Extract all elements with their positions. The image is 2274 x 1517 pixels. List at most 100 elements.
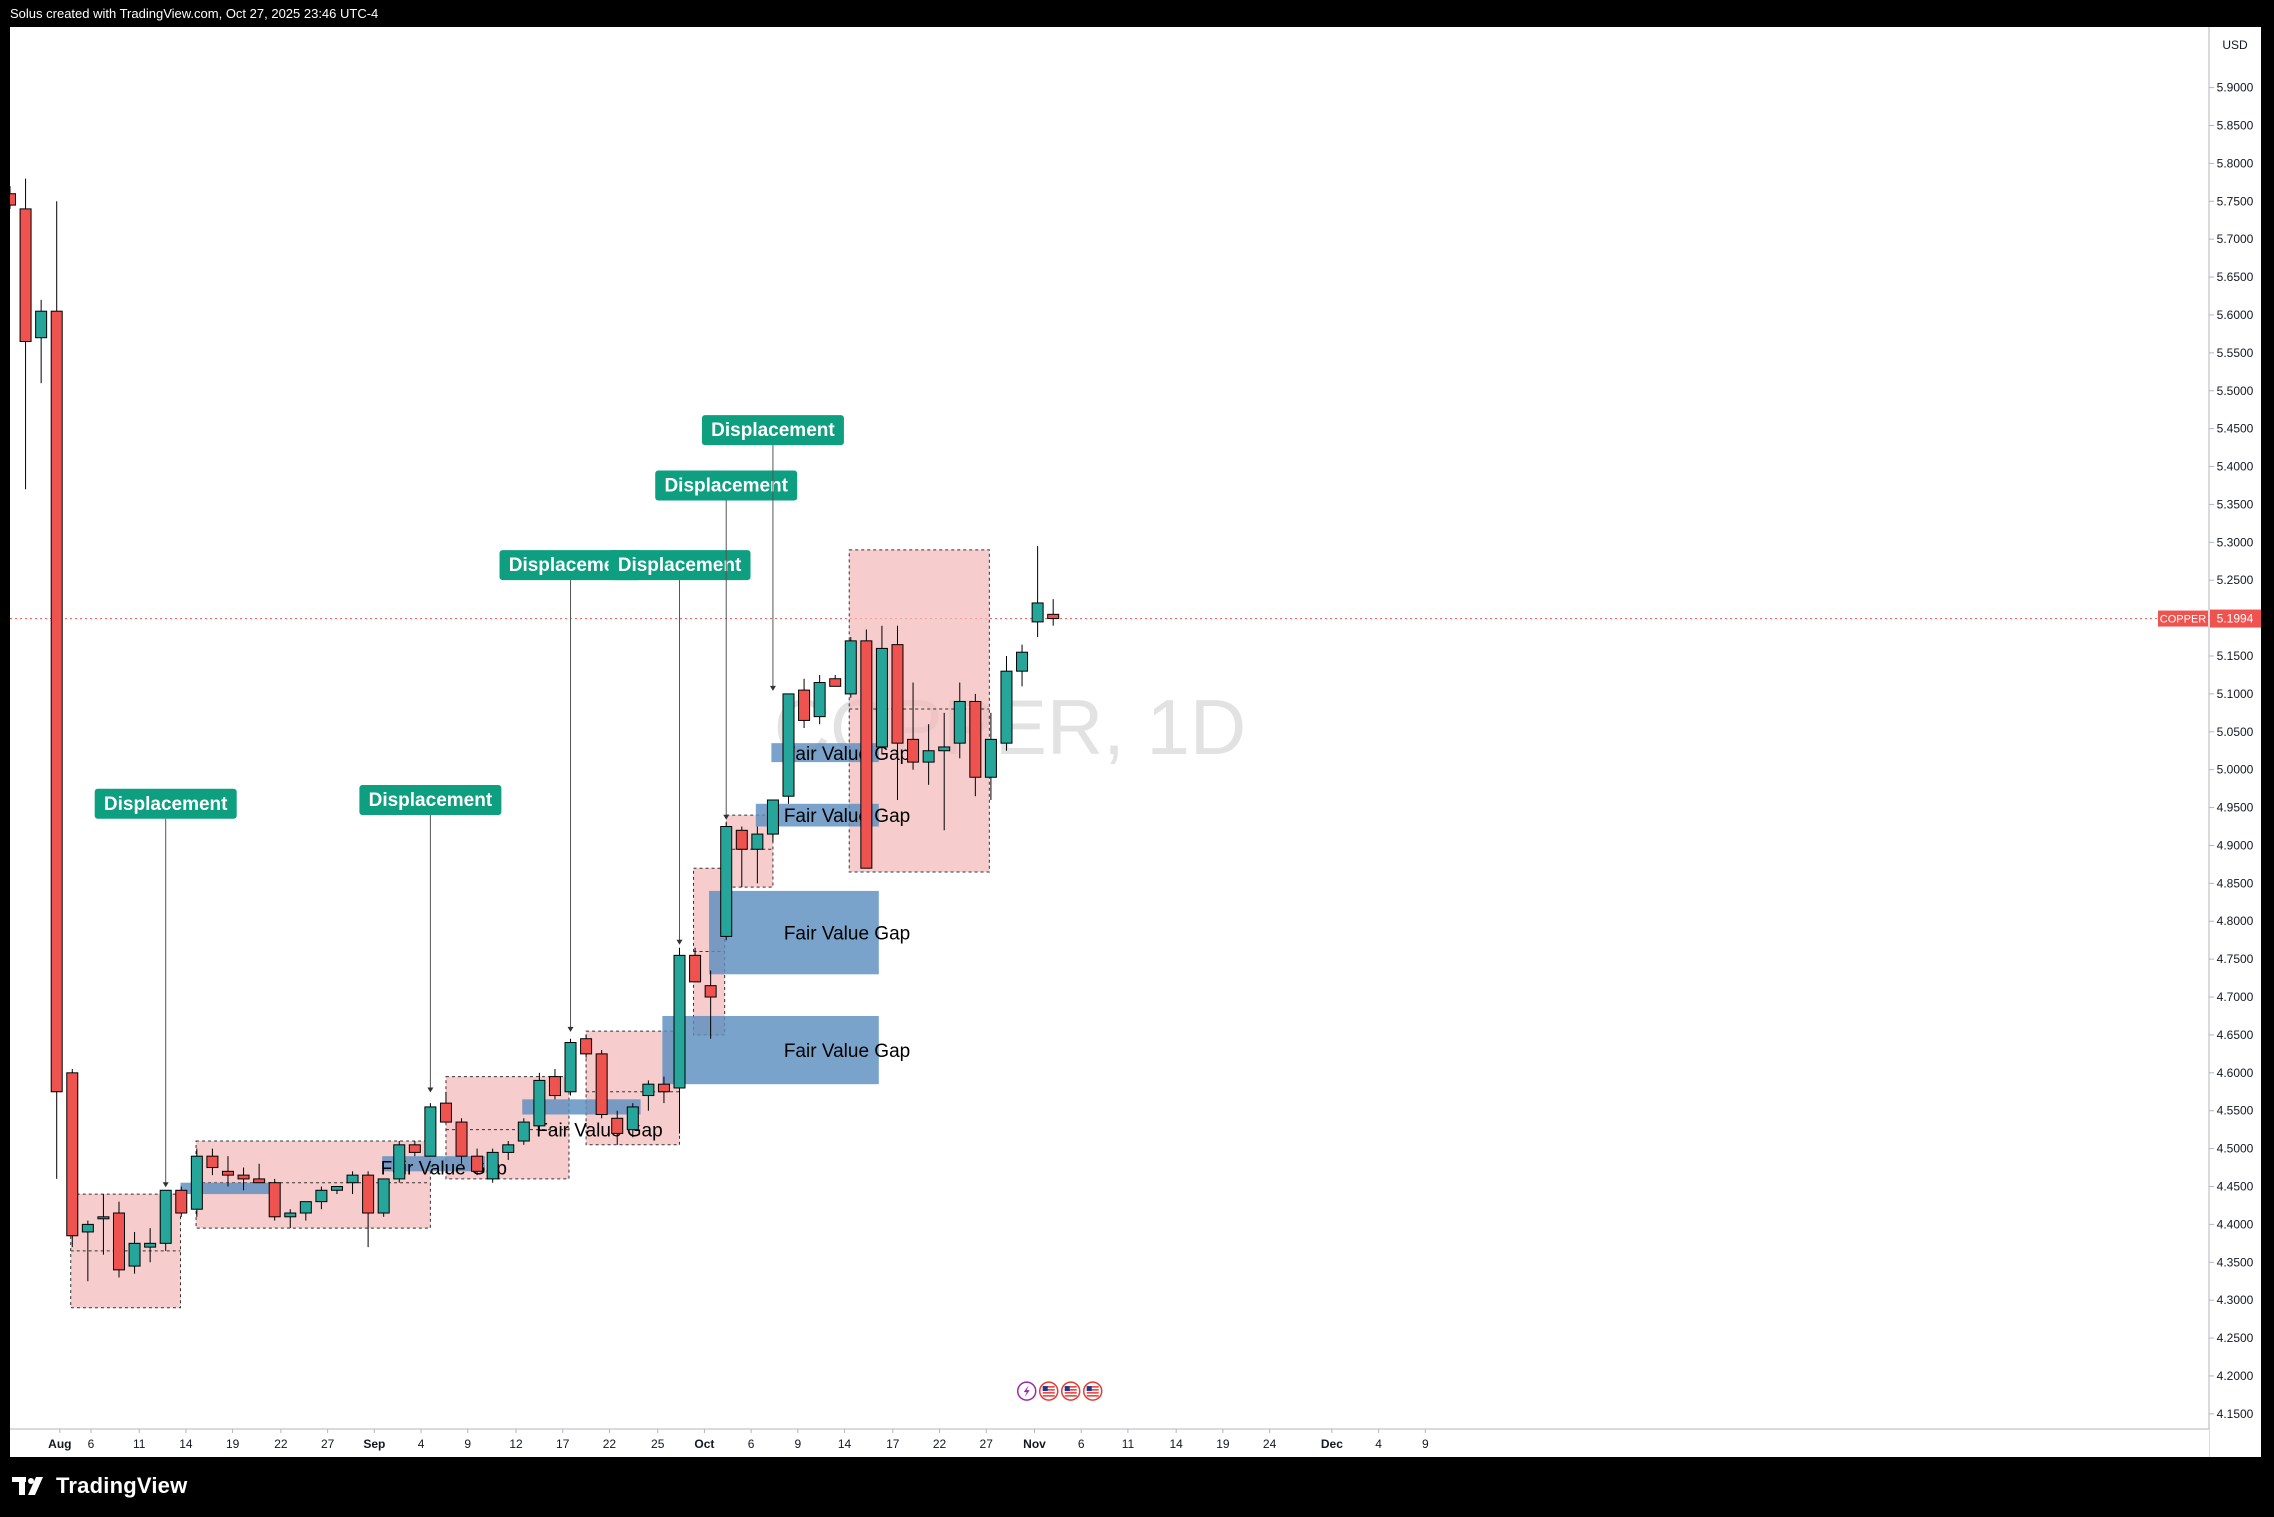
displacement-label: Displacement	[618, 555, 742, 576]
price-tick-label: 5.5000	[2217, 384, 2254, 398]
fair-value-gap-label: Fair Value Gap	[784, 806, 910, 827]
time-axis[interactable]: Aug 6 11 14 19 22 27 Sep 4 9 12 17 22 25 Oct 6 9 14 17 22 27…	[10, 1428, 2209, 1457]
time-tick-label: 14	[1170, 1437, 1184, 1451]
price-tick-label: 4.4500	[2217, 1179, 2254, 1193]
price-tick-label: 5.4500	[2217, 422, 2254, 436]
flag-canton	[1042, 1386, 1048, 1392]
bearish-candle	[580, 1038, 593, 1055]
price-tick-label: 5.1500	[2217, 649, 2254, 663]
candles	[4, 178, 1060, 1282]
time-tick-label: 9	[794, 1437, 801, 1451]
event-icon-ring	[1060, 1381, 1081, 1401]
time-tick-label: 4	[1375, 1437, 1382, 1451]
header-title: Solus created with TradingView.com, Oct …	[10, 6, 379, 21]
time-tick-label: 27	[321, 1437, 335, 1451]
fair-value-gap	[662, 1015, 879, 1085]
bullish-candle	[938, 746, 951, 752]
bullish-candle	[1016, 651, 1029, 672]
price-tick-label: 4.6500	[2217, 1028, 2254, 1042]
time-tick-label: 11	[1122, 1437, 1135, 1451]
time-tick-label: 22	[274, 1437, 288, 1451]
fair-value-gap-label: Fair Value Gap	[536, 1121, 662, 1142]
price-tick-label: 4.8000	[2217, 914, 2254, 928]
time-axis-ticks: Aug 6 11 14 19 22 27 Sep 4 9 12 17 22 25 Oct 6 9 14 17 22 27…	[48, 1429, 1429, 1451]
flag-stripe	[1064, 1395, 1077, 1397]
economic-event-icon[interactable]	[1082, 1381, 1103, 1401]
time-axis-background	[10, 1429, 2209, 1457]
flag-stripe	[1086, 1392, 1099, 1394]
fair-value-gap-label: Fair Value Gap	[784, 744, 910, 765]
bearish-candle	[362, 1174, 375, 1214]
displacement-pointer-arrow	[769, 685, 776, 691]
price-tick-label: 4.3000	[2217, 1293, 2254, 1307]
price-tick-label: 5.8500	[2217, 119, 2254, 133]
bullish-candle	[642, 1083, 655, 1097]
fair-value-gap	[180, 1182, 275, 1195]
bearish-candle	[969, 700, 982, 778]
price-tick-label: 5.7500	[2217, 194, 2254, 208]
bearish-candle	[1047, 613, 1060, 620]
flag-stripe	[1042, 1395, 1055, 1397]
price-tick-label: 5.7000	[2217, 232, 2254, 246]
bullish-candle	[377, 1178, 390, 1214]
price-tick-label: 4.9500	[2217, 801, 2254, 815]
economic-event-icon[interactable]	[1060, 1381, 1081, 1401]
bearish-candle	[907, 738, 920, 763]
bearish-candle	[221, 1170, 234, 1176]
displacement-label: Displacement	[509, 555, 633, 576]
price-tick-label: 5.3000	[2217, 535, 2254, 549]
displacement-badge	[499, 550, 642, 581]
bullish-candle	[1031, 602, 1044, 623]
displacement-label: Displacement	[104, 794, 228, 815]
tradingview-logo[interactable]: TradingView	[12, 1470, 187, 1502]
fair-value-gap	[522, 1099, 641, 1115]
bullish-candle	[159, 1189, 172, 1244]
bearish-candle	[657, 1083, 670, 1093]
price-tick-label: 5.0000	[2217, 763, 2254, 777]
time-tick-label: 6	[748, 1437, 755, 1451]
bullish-candle	[424, 1106, 437, 1157]
tradingview-logo-icon	[12, 1477, 43, 1495]
bearish-candle	[237, 1174, 250, 1180]
price-tick-label: 4.5500	[2217, 1104, 2254, 1118]
displacement-pointer-arrow	[162, 1182, 169, 1188]
flag-stripe	[1086, 1395, 1099, 1397]
event-icon-ring	[1038, 1381, 1059, 1401]
fair-value-gap	[771, 743, 879, 763]
fair-value-gaps: Fair Value Gap Fair Value Gap Fair Value G…	[180, 743, 910, 1195]
time-tick-label: 27	[980, 1437, 994, 1451]
bearish-candle	[268, 1182, 281, 1218]
price-tick-label: 4.4000	[2217, 1217, 2254, 1231]
earnings-event-icon[interactable]	[1016, 1381, 1037, 1401]
bullish-candle	[984, 738, 997, 778]
price-tick-label: 5.1000	[2217, 687, 2254, 701]
bullish-candle	[299, 1201, 312, 1214]
symbol-tag: COPPER	[2160, 614, 2207, 626]
price-tick-label: 5.9000	[2217, 81, 2254, 95]
event-icons[interactable]	[1016, 1381, 1103, 1401]
economic-event-icon[interactable]	[1038, 1381, 1059, 1401]
price-tick-label: 4.1500	[2217, 1407, 2254, 1421]
time-tick-label: 19	[226, 1437, 240, 1451]
displacement-pointer-arrow	[723, 814, 730, 820]
time-tick-label: 14	[179, 1437, 193, 1451]
price-tick-label: 5.5500	[2217, 346, 2254, 360]
bearish-candle	[704, 985, 717, 998]
time-tick-label: 22	[603, 1437, 617, 1451]
bearish-candle	[439, 1102, 452, 1123]
bullish-candle	[782, 693, 795, 797]
displacement-badge	[359, 784, 502, 815]
time-tick-label: 9	[464, 1437, 471, 1451]
bearish-candle	[455, 1121, 468, 1157]
displacement-label: Displacement	[664, 475, 788, 496]
displacement-badge	[94, 788, 237, 819]
price-tick-label: 4.7500	[2217, 952, 2254, 966]
bullish-candle	[875, 647, 888, 748]
displacement-pointer-arrow	[567, 1026, 574, 1032]
bullish-candle	[97, 1216, 110, 1220]
bullish-candle	[673, 954, 686, 1089]
price-tick-label: 4.3500	[2217, 1255, 2254, 1269]
price-axis[interactable]: USD 4.1500 4.2000 4.2500 4.3000 4.3500 4.4000…	[2158, 27, 2261, 1457]
